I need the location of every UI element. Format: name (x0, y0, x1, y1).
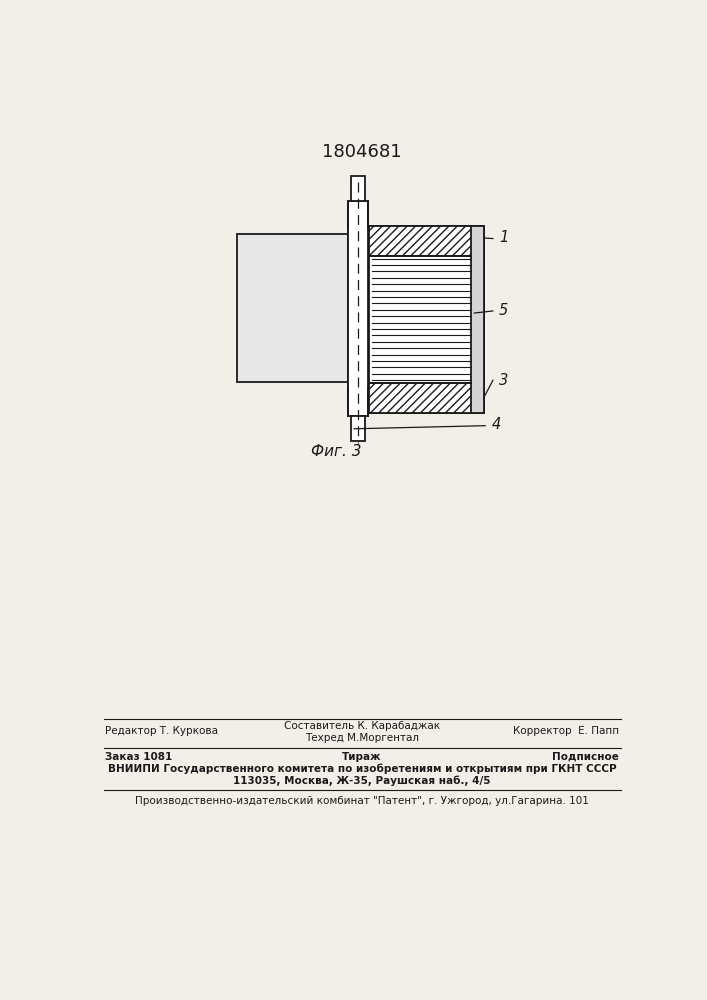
Bar (369, 383, 484, 413)
Text: ВНИИПИ Государственного комитета по изобретениям и открытиям при ГКНТ СССР: ВНИИПИ Государственного комитета по изоб… (107, 764, 617, 774)
Text: 4: 4 (491, 417, 501, 432)
Text: Заказ 1081: Заказ 1081 (105, 752, 173, 762)
Bar (472, 226, 484, 413)
Bar (351, 416, 365, 441)
Text: 3: 3 (499, 373, 508, 388)
Bar (369, 226, 484, 256)
Text: Техред М.Моргентал: Техред М.Моргентал (305, 733, 419, 743)
Text: Редактор Т. Куркова: Редактор Т. Куркова (105, 726, 218, 736)
Text: 113035, Москва, Ж-35, Раушская наб., 4/5: 113035, Москва, Ж-35, Раушская наб., 4/5 (233, 775, 491, 786)
Bar (348, 201, 368, 416)
Bar (369, 226, 484, 413)
Bar (348, 230, 368, 386)
Text: Фиг. 3: Фиг. 3 (311, 444, 361, 459)
Text: Производственно-издательский комбинат "Патент", г. Ужгород, ул.Гагарина. 101: Производственно-издательский комбинат "П… (135, 796, 589, 806)
Text: Тираж: Тираж (342, 752, 382, 762)
Text: Составитель К. Карабаджак: Составитель К. Карабаджак (284, 721, 440, 731)
Bar (351, 176, 365, 201)
Text: Подписное: Подписное (552, 752, 619, 762)
Text: 5: 5 (499, 303, 508, 318)
Bar (237, 234, 355, 382)
Text: 1: 1 (499, 230, 508, 245)
Text: 1804681: 1804681 (322, 143, 402, 161)
Text: Корректор  Е. Папп: Корректор Е. Папп (513, 726, 619, 736)
